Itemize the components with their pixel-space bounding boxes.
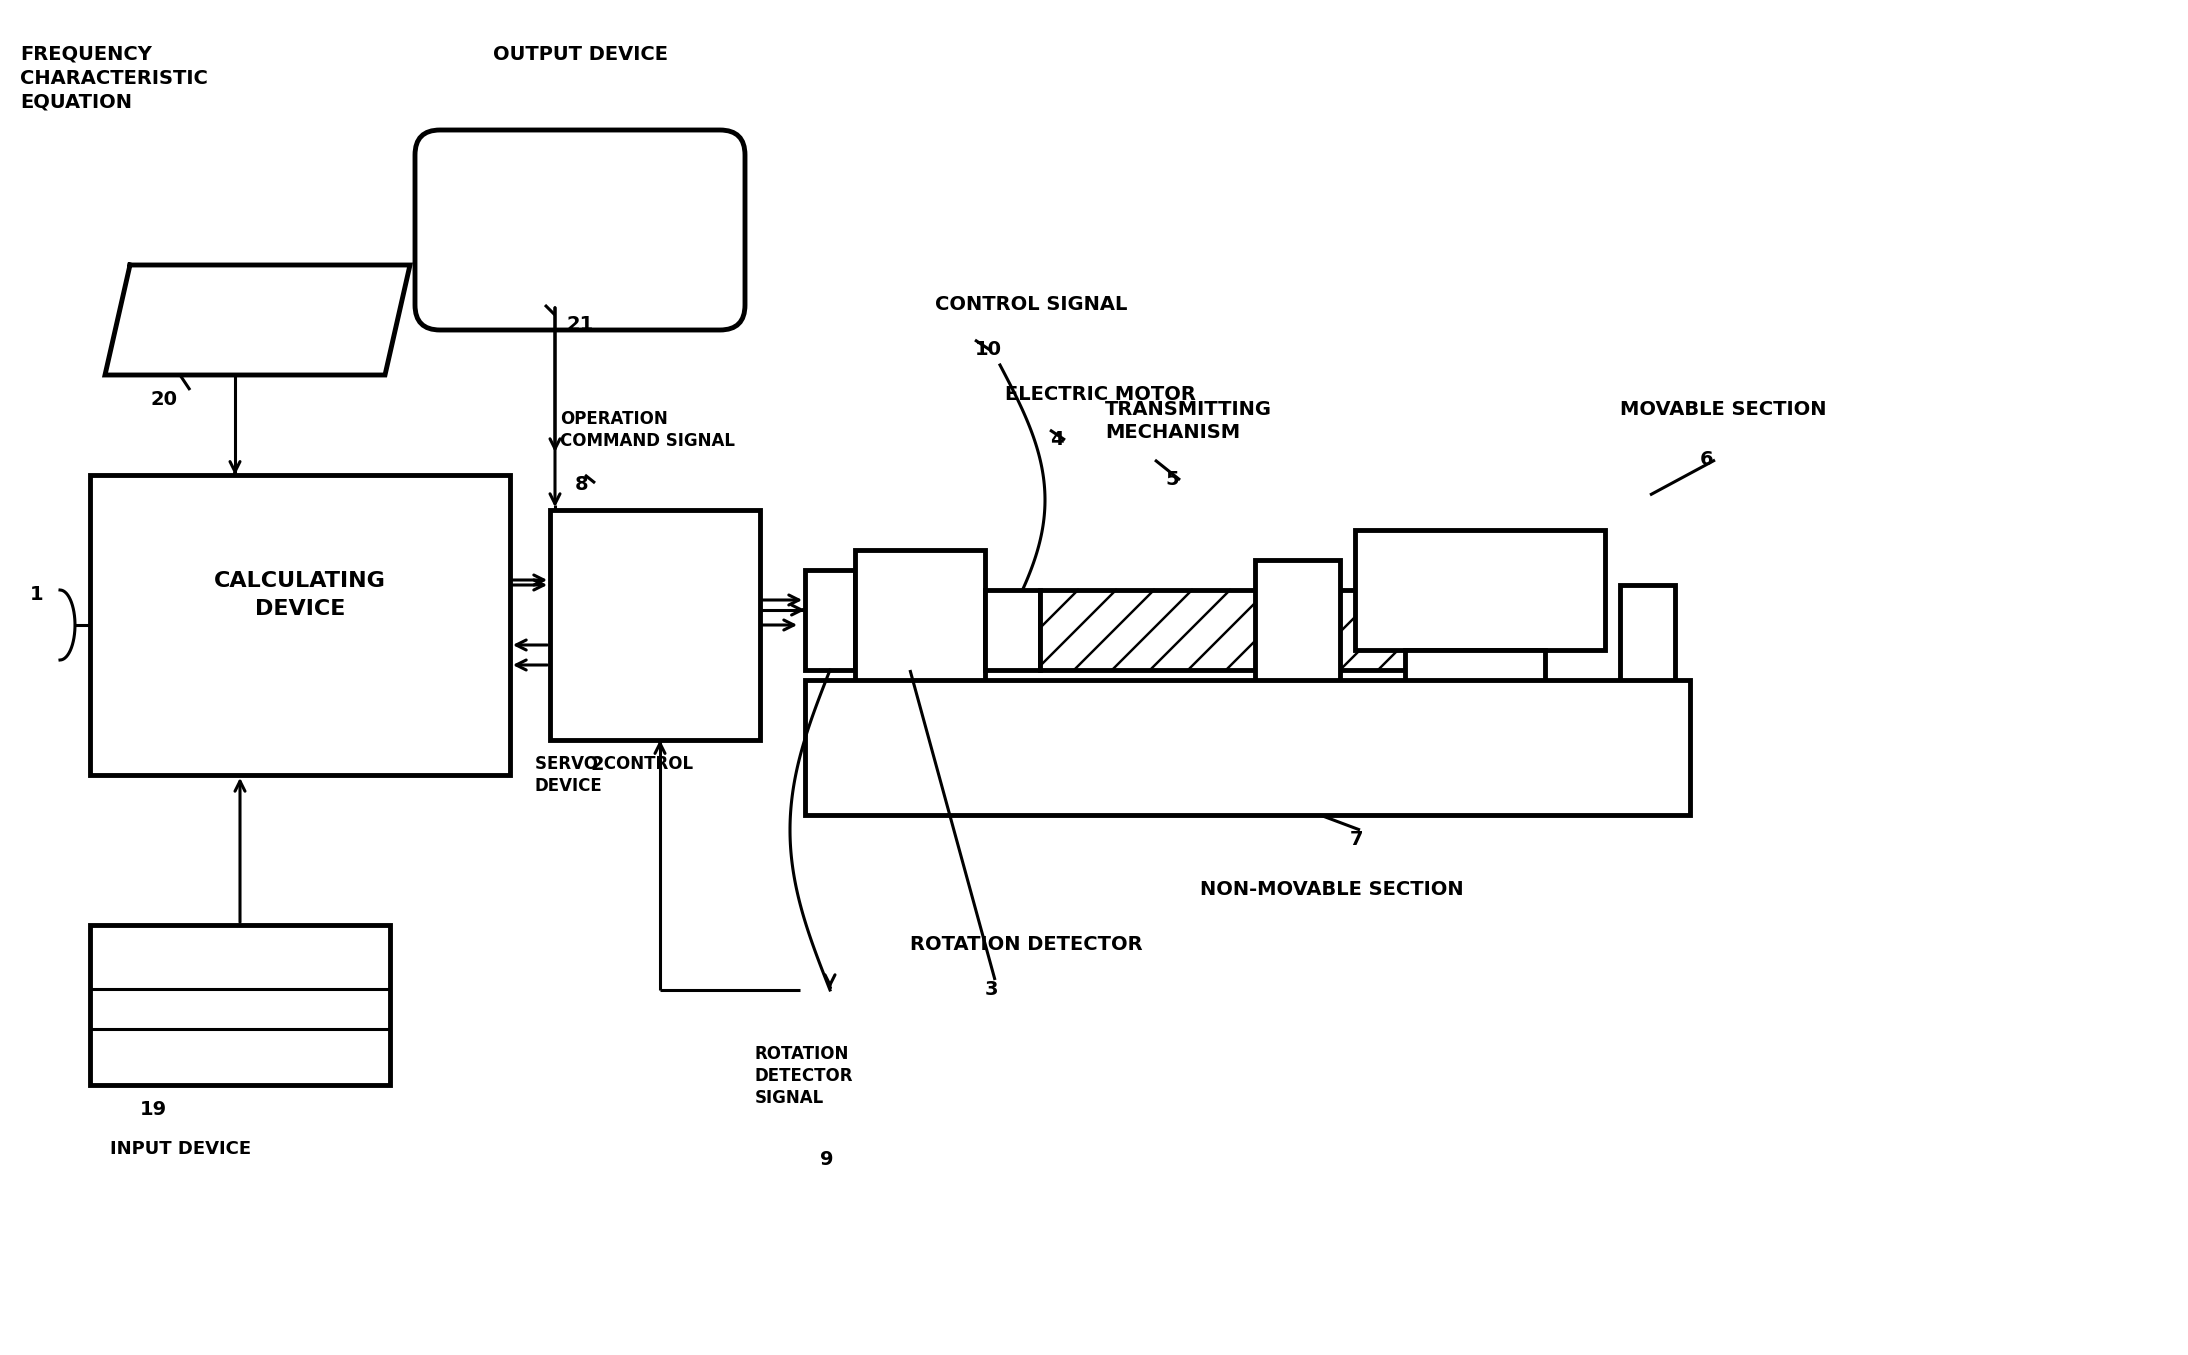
- Bar: [1354, 530, 1606, 650]
- Text: 7: 7: [1350, 831, 1363, 850]
- Text: FREQUENCY
CHARACTERISTIC
EQUATION: FREQUENCY CHARACTERISTIC EQUATION: [20, 45, 208, 111]
- Text: 20: 20: [151, 390, 177, 409]
- Text: 19: 19: [140, 1100, 166, 1119]
- Bar: [805, 570, 856, 669]
- Text: 8: 8: [575, 476, 589, 495]
- Bar: [90, 925, 389, 1085]
- Bar: [856, 550, 985, 690]
- Text: TRANSMITTING
MECHANISM: TRANSMITTING MECHANISM: [1105, 400, 1271, 443]
- Polygon shape: [105, 266, 409, 375]
- Text: OUTPUT DEVICE: OUTPUT DEVICE: [492, 45, 667, 64]
- Bar: [985, 589, 1039, 669]
- Text: NON-MOVABLE SECTION: NON-MOVABLE SECTION: [1199, 879, 1464, 898]
- Bar: [1405, 650, 1545, 701]
- Text: ROTATION
DETECTOR
SIGNAL: ROTATION DETECTOR SIGNAL: [755, 1045, 853, 1107]
- Text: ROTATION DETECTOR: ROTATION DETECTOR: [910, 935, 1142, 954]
- Bar: [90, 476, 510, 775]
- Text: 10: 10: [976, 340, 1002, 359]
- Text: OPERATION
COMMAND SIGNAL: OPERATION COMMAND SIGNAL: [560, 411, 735, 450]
- Text: INPUT DEVICE: INPUT DEVICE: [109, 1140, 252, 1159]
- Text: MOVABLE SECTION: MOVABLE SECTION: [1619, 400, 1827, 419]
- Text: CALCULATING
DEVICE: CALCULATING DEVICE: [214, 570, 385, 619]
- Text: 9: 9: [820, 1150, 834, 1169]
- Text: ELECTRIC MOTOR: ELECTRIC MOTOR: [1004, 385, 1197, 404]
- Bar: [1619, 585, 1676, 686]
- Text: 4: 4: [1050, 430, 1063, 449]
- Text: SERVO CONTROL
DEVICE: SERVO CONTROL DEVICE: [536, 755, 694, 795]
- Text: 3: 3: [985, 980, 998, 999]
- Bar: [549, 509, 759, 740]
- Bar: [1039, 589, 1521, 669]
- Text: 1: 1: [31, 585, 44, 604]
- FancyBboxPatch shape: [416, 130, 744, 331]
- Text: 5: 5: [1164, 470, 1179, 489]
- Text: 2: 2: [591, 755, 604, 774]
- Bar: [805, 680, 1689, 814]
- Bar: [1256, 560, 1339, 701]
- Text: CONTROL SIGNAL: CONTROL SIGNAL: [934, 295, 1127, 314]
- Text: 6: 6: [1700, 450, 1713, 469]
- Text: 21: 21: [567, 314, 593, 333]
